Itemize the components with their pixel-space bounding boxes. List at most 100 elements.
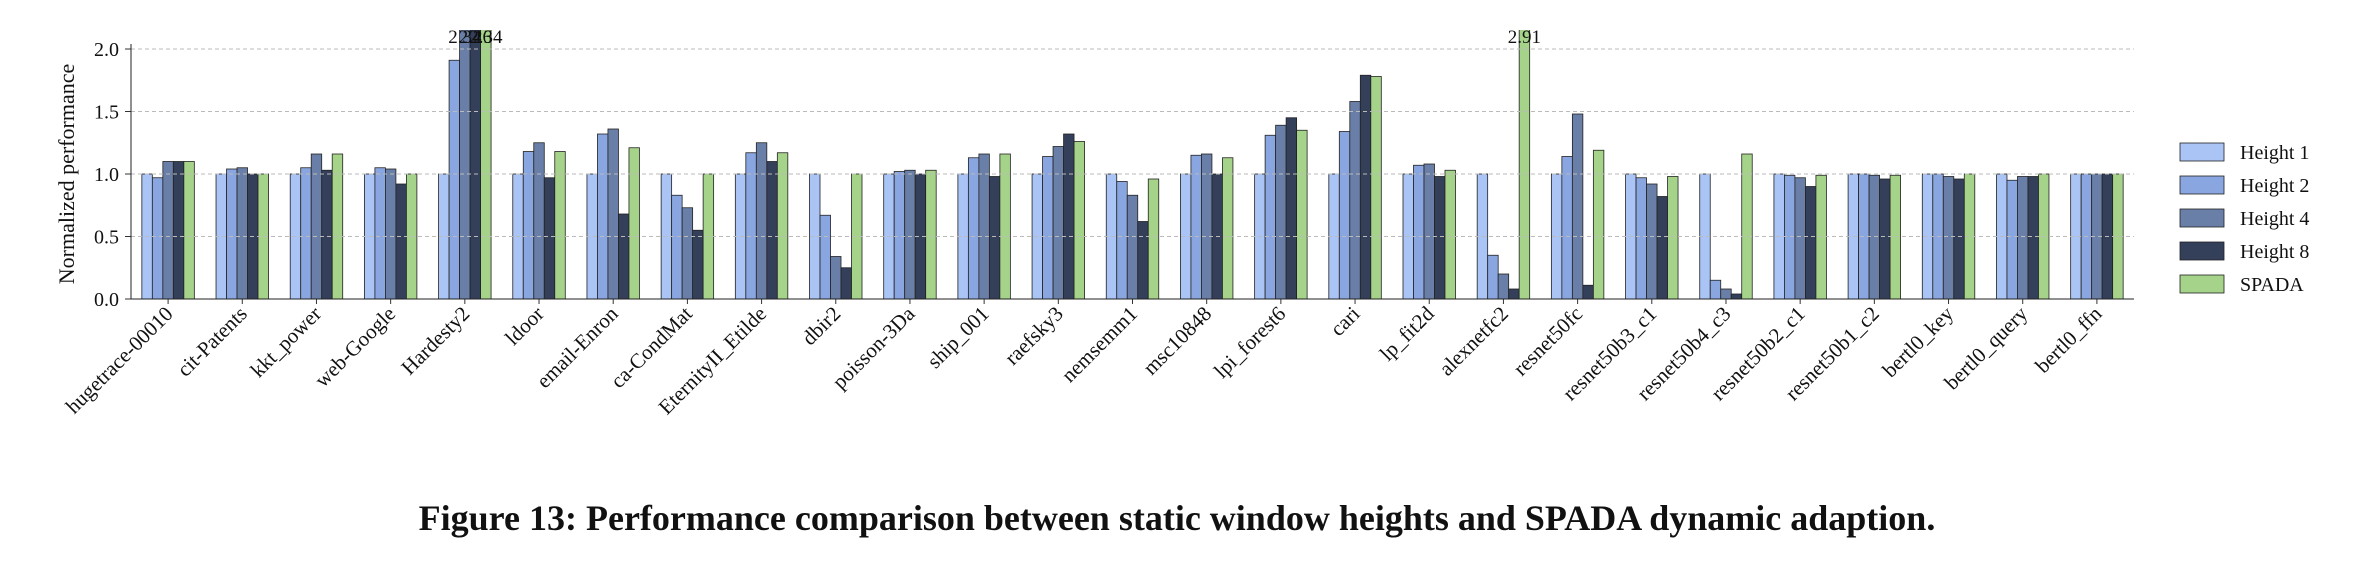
bar: [755, 142, 768, 300]
x-tick-label: msc10848: [1138, 302, 1216, 380]
bar: [310, 153, 323, 300]
bar: [1656, 196, 1668, 300]
bar: [469, 30, 481, 300]
bar: [1730, 293, 1743, 300]
caption: Figure 13: Performance comparison betwee…: [419, 498, 1936, 538]
bar: [597, 133, 609, 300]
legend-swatch: [2179, 175, 2225, 195]
bar: [904, 169, 916, 300]
bar: [331, 153, 344, 300]
bar: [384, 168, 397, 300]
bar: [1349, 101, 1361, 300]
bar: [1487, 254, 1499, 300]
bar: [1720, 288, 1732, 300]
bar: [183, 161, 195, 300]
x-tick-label: nemsemm1: [1057, 302, 1142, 387]
bar: [543, 177, 556, 300]
bar: [1201, 153, 1213, 300]
bar: [300, 167, 312, 300]
bar: [1285, 117, 1298, 300]
bar: [819, 214, 831, 300]
x-tick-label: Hardesty2: [396, 302, 474, 380]
x-tick-label: ship_001: [922, 302, 993, 373]
bar: [1561, 156, 1573, 300]
bar: [1444, 169, 1456, 300]
x-tick-label: resnet50fc: [1508, 302, 1587, 381]
bar: [151, 177, 164, 300]
x-tick-label: cit-Patents: [172, 302, 252, 382]
bar: [172, 161, 185, 300]
bar: [162, 161, 174, 300]
bar: [1571, 113, 1584, 300]
bar: [766, 161, 778, 300]
y-tick-label: 0.5: [94, 227, 119, 249]
bar: [374, 167, 386, 300]
bar: [1794, 177, 1806, 300]
legend-label: Height 4: [2240, 208, 2309, 230]
bar: [607, 128, 619, 300]
bar: [395, 183, 407, 300]
bar: [1868, 174, 1881, 300]
x-tick-label: cari: [1325, 301, 1364, 340]
bar: [893, 171, 906, 300]
y-tick-label: 1.5: [94, 102, 119, 124]
bar: [628, 147, 640, 300]
value-label: 2.34: [448, 27, 482, 48]
x-tick-label: lp_fit2d: [1375, 301, 1439, 365]
y-axis-label: Normalized performance: [54, 64, 79, 285]
x-tick-label: lpi_forest6: [1209, 302, 1290, 383]
bar: [533, 142, 545, 300]
bar: [1815, 174, 1827, 300]
bar: [1667, 176, 1679, 300]
bar: [1592, 149, 1605, 300]
bar: [830, 256, 842, 300]
bar: [1434, 176, 1446, 300]
legend-label: SPADA: [2240, 274, 2304, 296]
x-tick-label: web-Google: [310, 302, 400, 392]
bar: [999, 153, 1011, 300]
y-tick-label: 0.0: [94, 289, 119, 311]
bar: [1889, 174, 1902, 300]
bar: [1063, 133, 1075, 300]
bar: [1126, 194, 1139, 300]
bar: [1073, 141, 1085, 300]
bar: [618, 213, 630, 300]
bar: [988, 176, 1001, 300]
bar: [1942, 176, 1955, 300]
bar: [1741, 153, 1753, 300]
bar: [967, 157, 980, 300]
bar: [1953, 178, 1965, 300]
bar: [1646, 183, 1658, 300]
y-tick-label: 2.0: [94, 39, 119, 61]
bar: [1635, 177, 1647, 300]
legend-label: Height 1: [2240, 142, 2309, 164]
bar: [1370, 76, 1382, 300]
bar: [236, 167, 248, 300]
bar: [1879, 178, 1891, 300]
bar: [681, 207, 694, 300]
bar: [1190, 154, 1202, 300]
bar: [1116, 181, 1128, 300]
bar: [1359, 74, 1372, 300]
legend-label: Height 2: [2240, 175, 2309, 197]
bar: [448, 59, 460, 300]
bar: [1222, 157, 1234, 300]
bar: [925, 169, 937, 300]
x-tick-label: alexnetfc2: [1434, 302, 1513, 381]
bar: [1582, 284, 1594, 300]
bar: [1052, 146, 1064, 300]
y-tick-label: 1.0: [94, 164, 119, 186]
bar: [1413, 164, 1425, 300]
bar: [459, 30, 471, 300]
legend-swatch: [2179, 142, 2225, 162]
legend-swatch: [2179, 241, 2225, 261]
bar: [978, 153, 990, 300]
bar: [745, 152, 757, 300]
value-label: 2.34: [469, 27, 503, 48]
x-tick-label: hugetrace-00010: [61, 302, 178, 419]
bar: [1137, 221, 1149, 300]
bar: [776, 152, 789, 300]
bar: [1042, 156, 1054, 300]
bar: [1275, 124, 1287, 300]
